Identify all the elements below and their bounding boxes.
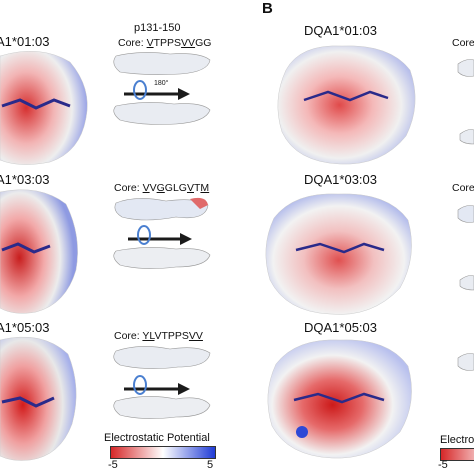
peptide-surface-row3: [113, 346, 211, 419]
anchor-residue: V: [142, 182, 150, 194]
surface-right-row3: [267, 339, 412, 459]
surface-right-row1: [277, 45, 416, 165]
right-allele-label-1: DQA1*01:03: [304, 23, 377, 38]
right-peptide-fragment-row3: [457, 353, 474, 371]
anchor-residue: M: [200, 182, 210, 194]
right-core-label-cut-2: Core: [452, 182, 474, 194]
core-prefix: Core:: [118, 37, 147, 49]
core-residue: GG: [195, 37, 212, 49]
legend-title-partial: Electros: [440, 434, 474, 446]
peptide-surface-row2: [113, 197, 211, 269]
anchor-residue: VV: [181, 37, 196, 49]
left-allele-label-3: A1*05:03: [0, 320, 50, 335]
right-peptide-fragment-row1: [457, 59, 474, 145]
legend-colorbar-partial: [440, 448, 474, 461]
core-residue: T: [194, 182, 201, 194]
anchor-residue: YL: [142, 330, 155, 342]
core-residue: GLG: [164, 182, 187, 194]
legend-min-label-partial: -5: [438, 459, 448, 471]
core-prefix: Core:: [114, 330, 143, 342]
legend-min-label: -5: [108, 459, 118, 471]
anchor-residue: V: [186, 182, 194, 194]
surface-left-row3: [0, 336, 77, 461]
anchor-residue: VV: [188, 330, 203, 342]
right-peptide-fragment-row2: [457, 205, 474, 291]
core-sequence-2: Core: VVGGLGVTM: [114, 182, 209, 194]
anchor-residue: G: [156, 182, 165, 194]
legend-title: Electrostatic Potential: [104, 432, 210, 444]
surface-left-row2: [0, 189, 78, 314]
peptide-label: p131-150: [134, 22, 181, 34]
anchor-residue: V: [146, 37, 154, 49]
left-allele-label-1: A1*01:03: [0, 34, 50, 49]
surface-left-row1: [0, 51, 88, 165]
rotation-label-1: 180°: [154, 80, 169, 87]
legend-max-label: 5: [207, 459, 214, 471]
core-prefix: Core:: [114, 182, 143, 194]
right-allele-label-2: DQA1*03:03: [304, 172, 377, 187]
peptide-surface-row1: [113, 52, 211, 125]
right-core-label-cut-1: Core: [452, 37, 474, 49]
surface-right-row2: [265, 193, 412, 315]
core-residue: VTPPS: [154, 330, 189, 342]
legend-colorbar: [110, 446, 216, 459]
core-residue: TPPS: [153, 37, 182, 49]
core-sequence-1: Core: VTPPSVVGG: [118, 37, 211, 49]
left-allele-label-2: A1*03:03: [0, 172, 50, 187]
core-sequence-3: Core: YLVTPPSVV: [114, 330, 203, 342]
core-residue: V: [149, 182, 157, 194]
right-allele-label-3: DQA1*05:03: [304, 320, 377, 335]
panel-b-letter: B: [262, 0, 273, 17]
